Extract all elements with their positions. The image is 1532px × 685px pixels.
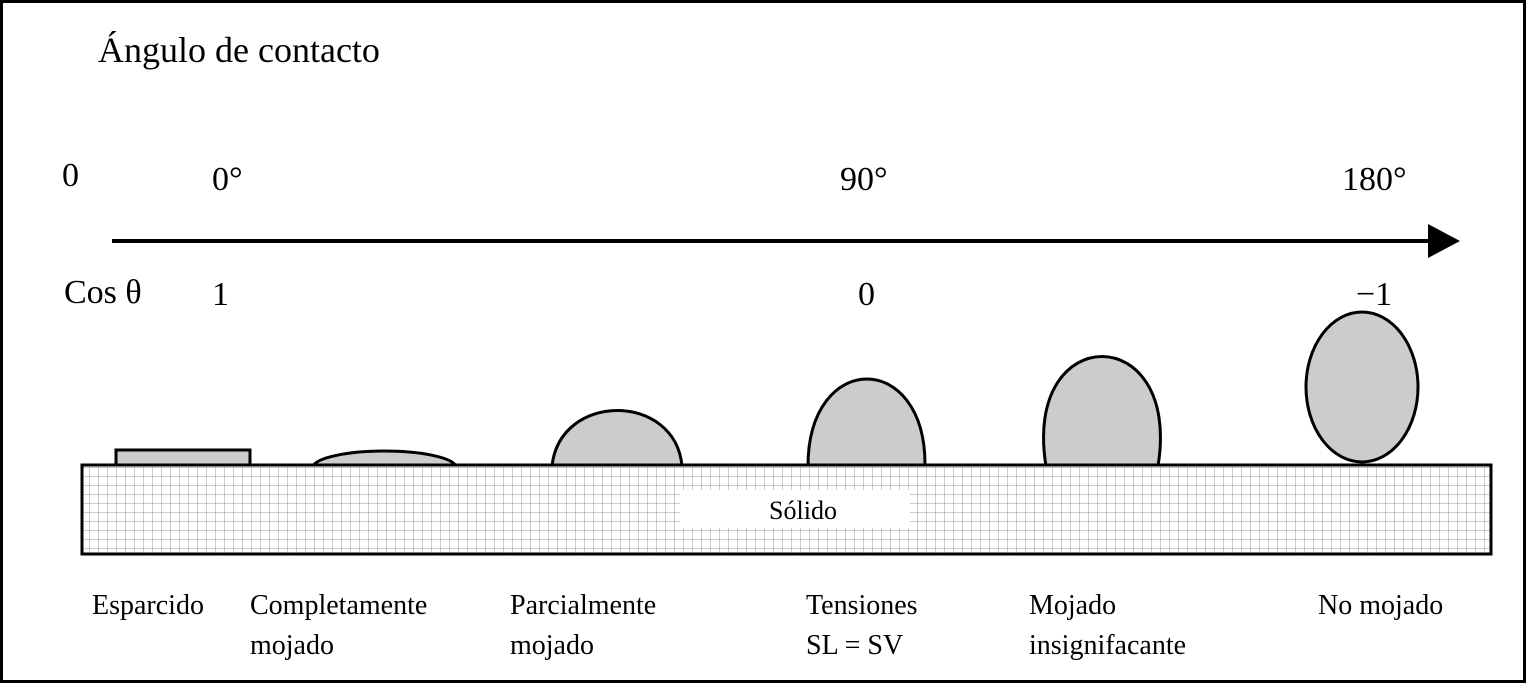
angle-label: 0 — [62, 157, 79, 194]
caption: insignifacante — [1029, 630, 1186, 661]
drop — [310, 449, 459, 468]
caption: SL = SV — [806, 630, 903, 661]
solid-label: Sólido — [769, 496, 837, 525]
cos-tick: 1 — [212, 276, 229, 313]
caption: Mojado — [1029, 590, 1116, 621]
cos-label: Cos θ — [64, 274, 142, 311]
cos-tick: −1 — [1356, 276, 1392, 313]
angle-tick: 180° — [1342, 161, 1407, 198]
caption: mojado — [250, 630, 334, 661]
drop — [1304, 310, 1420, 464]
drop — [1042, 355, 1162, 468]
solid-label-box — [680, 490, 910, 528]
title: Ángulo de contacto — [98, 30, 380, 70]
cos-tick: 0 — [858, 276, 875, 313]
caption: Esparcido — [92, 590, 204, 621]
drop — [806, 377, 927, 468]
caption: Completamente — [250, 590, 427, 621]
caption: No mojado — [1318, 590, 1443, 621]
caption: Parcialmente — [510, 590, 656, 621]
drop — [550, 409, 684, 468]
arrow-head — [1428, 224, 1460, 258]
angle-tick: 0° — [212, 161, 243, 198]
caption: Tensiones — [806, 590, 918, 621]
caption: mojado — [510, 630, 594, 661]
angle-tick: 90° — [840, 161, 888, 198]
